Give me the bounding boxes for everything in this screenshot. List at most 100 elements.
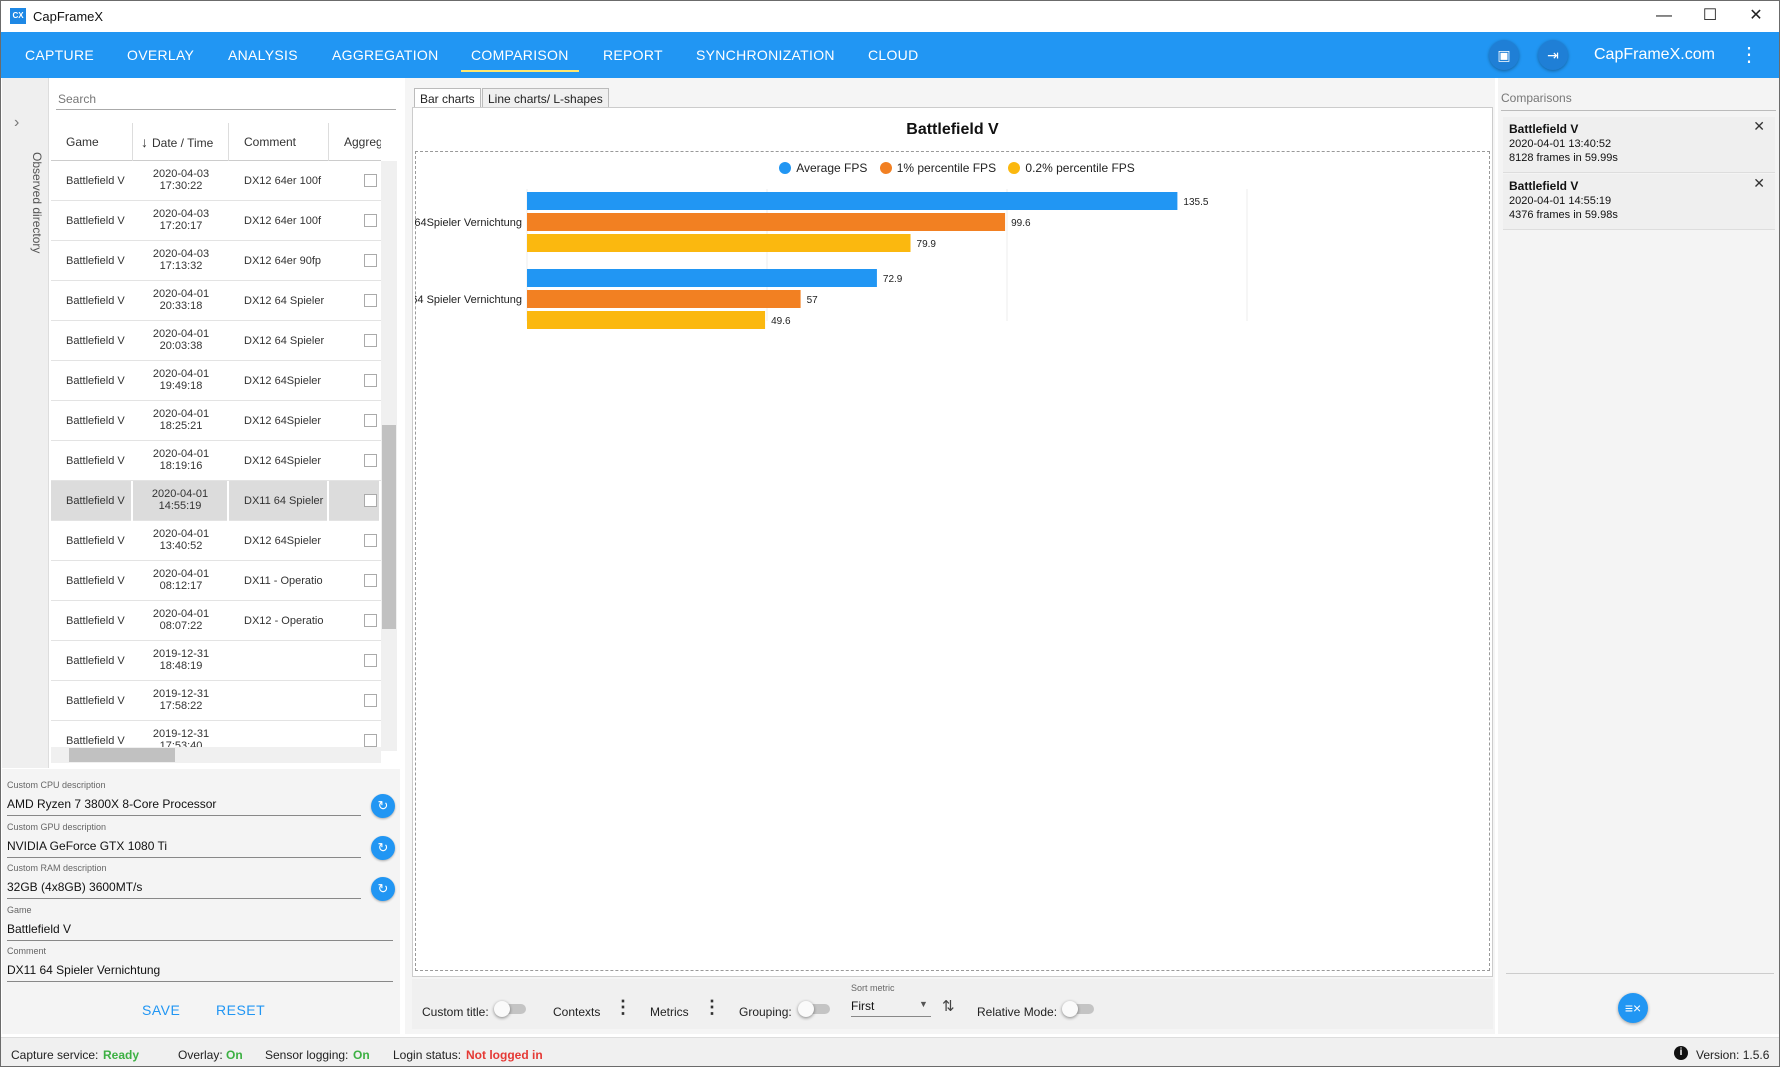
game-label: Game bbox=[7, 905, 32, 915]
observed-directory-panel[interactable]: › Observed directory bbox=[2, 78, 49, 768]
table-row[interactable]: Battlefield V 2020-04-01 20:33:18 DX12 64 S… bbox=[51, 281, 381, 321]
remove-comparison-icon[interactable]: ✕ bbox=[1753, 118, 1765, 134]
clear-comparisons-icon[interactable]: ≡× bbox=[1618, 993, 1648, 1023]
metrics-menu-icon[interactable]: ⋮ bbox=[703, 997, 721, 1017]
aggregation-checkbox[interactable] bbox=[364, 254, 377, 267]
table-row[interactable]: Battlefield V 2019-12-31 18:48:19 bbox=[51, 641, 381, 681]
table-row[interactable]: Battlefield V 2020-04-01 08:07:22 DX12 - Op… bbox=[51, 601, 381, 641]
table-row[interactable]: Battlefield V 2020-04-03 17:20:17 DX12 64er… bbox=[51, 201, 381, 241]
comparison-item[interactable]: Battlefield V 2020-04-01 13:40:52 8128 f… bbox=[1503, 117, 1775, 173]
relative-mode-toggle[interactable] bbox=[1062, 1001, 1094, 1017]
table-horizontal-scroll-thumb[interactable] bbox=[69, 748, 175, 762]
column-header-date[interactable]: ↓ Date / Time bbox=[133, 123, 229, 161]
table-row[interactable]: Battlefield V 2019-12-31 17:53:40 bbox=[51, 721, 381, 747]
reset-button[interactable]: RESET bbox=[216, 1002, 266, 1018]
save-button[interactable]: SAVE bbox=[142, 1002, 181, 1018]
sort-metric-select[interactable]: First bbox=[851, 999, 931, 1017]
cell-comment bbox=[229, 641, 329, 681]
gpu-field[interactable]: NVIDIA GeForce GTX 1080 Ti bbox=[7, 839, 361, 858]
tab-aggregation[interactable]: AGGREGATION bbox=[332, 47, 439, 63]
bar[interactable] bbox=[527, 213, 1006, 231]
custom-title-toggle[interactable] bbox=[494, 1001, 526, 1017]
contexts-menu-icon[interactable]: ⋮ bbox=[614, 997, 632, 1017]
tab-overlay[interactable]: OVERLAY bbox=[127, 47, 195, 63]
sensor-logging-label: Sensor logging: bbox=[265, 1048, 349, 1062]
login-icon[interactable]: ⇥ bbox=[1538, 40, 1568, 70]
table-row[interactable]: Battlefield V 2020-04-01 18:25:21 DX12 64Sp… bbox=[51, 401, 381, 441]
sort-metric-label: Sort metric bbox=[851, 983, 895, 993]
bar[interactable] bbox=[527, 269, 877, 287]
table-row[interactable]: Battlefield V 2020-04-01 14:55:19 DX11 64 S… bbox=[51, 481, 381, 521]
cell-date-time: 2020-04-03 17:30:22 bbox=[133, 161, 229, 201]
bar[interactable] bbox=[527, 192, 1178, 210]
legend-average-swatch bbox=[779, 162, 792, 174]
screenshot-icon[interactable]: ▣ bbox=[1489, 40, 1519, 70]
comment-field[interactable]: DX11 64 Spieler Vernichtung bbox=[7, 963, 393, 982]
cell-date: 2019-12-31 bbox=[152, 648, 210, 660]
table-row[interactable]: Battlefield V 2020-04-01 20:03:38 DX12 64 S… bbox=[51, 321, 381, 361]
close-window-button[interactable]: ✕ bbox=[1749, 7, 1763, 24]
aggregation-checkbox[interactable] bbox=[364, 734, 377, 747]
cell-comment: DX12 64er 100f bbox=[244, 175, 322, 187]
aggregation-checkbox[interactable] bbox=[364, 614, 377, 627]
tab-cloud[interactable]: CLOUD bbox=[868, 47, 919, 63]
info-icon[interactable]: i bbox=[1674, 1046, 1688, 1060]
bar-value-label: 99.6 bbox=[1011, 218, 1031, 229]
maximize-button[interactable]: ☐ bbox=[1702, 7, 1718, 24]
table-row[interactable]: Battlefield V 2020-04-03 17:13:32 DX12 64er… bbox=[51, 241, 381, 281]
aggregation-checkbox[interactable] bbox=[364, 574, 377, 587]
tab-bar-charts[interactable]: Bar charts bbox=[414, 88, 481, 108]
website-link[interactable]: CapFrameX.com bbox=[1594, 46, 1715, 63]
table-row[interactable]: Battlefield V 2020-04-01 18:19:16 DX12 64Sp… bbox=[51, 441, 381, 481]
minimize-button[interactable]: — bbox=[1656, 7, 1672, 24]
aggregation-checkbox[interactable] bbox=[364, 494, 377, 507]
game-field[interactable]: Battlefield V bbox=[7, 922, 393, 941]
aggregation-checkbox[interactable] bbox=[364, 334, 377, 347]
cpu-refresh-icon[interactable]: ↻ bbox=[371, 794, 395, 818]
cpu-field[interactable]: AMD Ryzen 7 3800X 8-Core Processor bbox=[7, 797, 361, 816]
search-input[interactable]: Search bbox=[56, 88, 396, 110]
comparison-item[interactable]: Battlefield V 2020-04-01 14:55:19 4376 f… bbox=[1503, 174, 1775, 230]
cell-comment: DX12 64Spieler bbox=[244, 455, 322, 467]
table-row[interactable]: Battlefield V 2020-04-01 13:40:52 DX12 64Sp… bbox=[51, 521, 381, 561]
gpu-refresh-icon[interactable]: ↻ bbox=[371, 836, 395, 860]
aggregation-checkbox[interactable] bbox=[364, 534, 377, 547]
aggregation-checkbox[interactable] bbox=[364, 654, 377, 667]
chevron-down-icon[interactable]: ▼ bbox=[919, 999, 928, 1009]
ram-field[interactable]: 32GB (4x8GB) 3600MT/s bbox=[7, 880, 361, 899]
column-header-aggregation[interactable]: Aggreg bbox=[344, 135, 381, 149]
expand-chevron-icon[interactable]: › bbox=[14, 114, 20, 131]
cell-time: 18:19:16 bbox=[159, 460, 203, 472]
overlay-label: Overlay: bbox=[178, 1048, 223, 1062]
bar[interactable] bbox=[527, 311, 766, 329]
aggregation-checkbox[interactable] bbox=[364, 414, 377, 427]
aggregation-checkbox[interactable] bbox=[364, 174, 377, 187]
grouping-toggle[interactable] bbox=[798, 1001, 830, 1017]
cell-comment: DX12 64er 90fp bbox=[244, 255, 322, 267]
tab-capture[interactable]: CAPTURE bbox=[25, 47, 94, 63]
table-vertical-scroll-thumb[interactable] bbox=[382, 425, 396, 629]
menu-icon[interactable]: ⋮ bbox=[1739, 44, 1759, 66]
aggregation-checkbox[interactable] bbox=[364, 294, 377, 307]
table-row[interactable]: Battlefield V 2019-12-31 17:58:22 bbox=[51, 681, 381, 721]
ram-refresh-icon[interactable]: ↻ bbox=[371, 877, 395, 901]
aggregation-checkbox[interactable] bbox=[364, 214, 377, 227]
remove-comparison-icon[interactable]: ✕ bbox=[1753, 175, 1765, 191]
chart-title: Battlefield V bbox=[906, 121, 999, 138]
column-header-game[interactable]: Game bbox=[51, 123, 133, 161]
tab-line-charts[interactable]: Line charts/ L-shapes bbox=[482, 88, 609, 108]
table-row[interactable]: Battlefield V 2020-04-01 08:12:17 DX11 - Op… bbox=[51, 561, 381, 601]
aggregation-checkbox[interactable] bbox=[364, 454, 377, 467]
tab-comparison[interactable]: COMPARISON bbox=[461, 32, 579, 78]
table-row[interactable]: Battlefield V 2020-04-03 17:30:22 DX12 64er… bbox=[51, 161, 381, 201]
tab-synchronization[interactable]: SYNCHRONIZATION bbox=[696, 47, 835, 63]
bar[interactable] bbox=[527, 234, 911, 252]
aggregation-checkbox[interactable] bbox=[364, 374, 377, 387]
table-row[interactable]: Battlefield V 2020-04-01 19:49:18 DX12 64Sp… bbox=[51, 361, 381, 401]
aggregation-checkbox[interactable] bbox=[364, 694, 377, 707]
tab-report[interactable]: REPORT bbox=[603, 47, 663, 63]
column-header-comment[interactable]: Comment bbox=[229, 123, 329, 161]
bar[interactable] bbox=[527, 290, 801, 308]
sort-direction-icon[interactable]: ⇅ bbox=[942, 998, 955, 1015]
tab-analysis[interactable]: ANALYSIS bbox=[228, 47, 298, 63]
